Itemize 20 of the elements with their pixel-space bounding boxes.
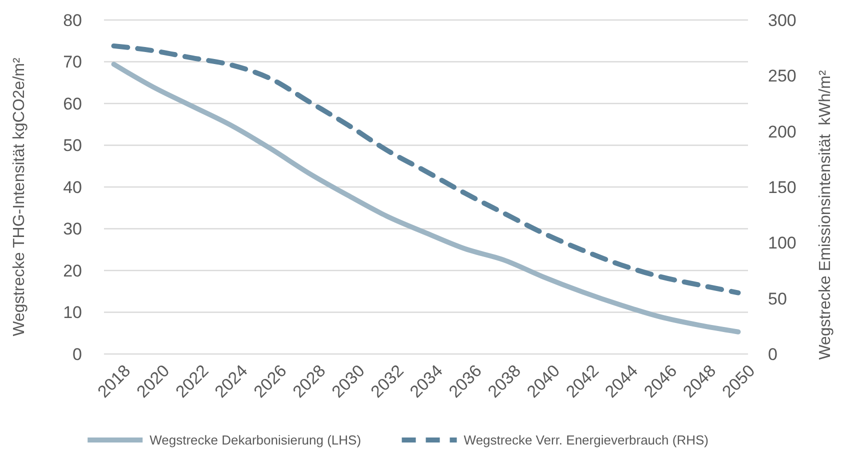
y-tick-label: 70 (63, 52, 82, 72)
y-tick-label: 0 (72, 344, 82, 364)
y-tick-label: 40 (63, 178, 82, 197)
y-tick-label: 80 (63, 10, 82, 30)
legend-label: Wegstrecke Verr. Energieverbrauch (RHS) (464, 432, 709, 448)
y2-tick-label: 0 (768, 344, 778, 364)
y-tick-label: 10 (63, 303, 82, 322)
y2-tick-label: 200 (768, 122, 796, 142)
y2-tick-label: 250 (768, 66, 796, 86)
y-tick-label: 20 (63, 261, 82, 280)
y-tick-label: 50 (63, 136, 82, 156)
y-tick-label: 30 (63, 220, 82, 239)
y2-tick-label: 150 (768, 178, 796, 197)
y2-axis-title: Wegstrecke Emissionsintensität kWh/m² (817, 70, 834, 360)
legend-label: Wegstrecke Dekarbonisierung (LHS) (150, 432, 362, 448)
y-axis-title: Wegstrecke THG-Intensität kgCO2e/m² (11, 57, 28, 336)
y2-tick-label: 300 (768, 10, 796, 30)
y2-tick-label: 50 (768, 289, 787, 308)
y-tick-label: 60 (63, 94, 82, 114)
y2-tick-label: 100 (768, 234, 796, 253)
